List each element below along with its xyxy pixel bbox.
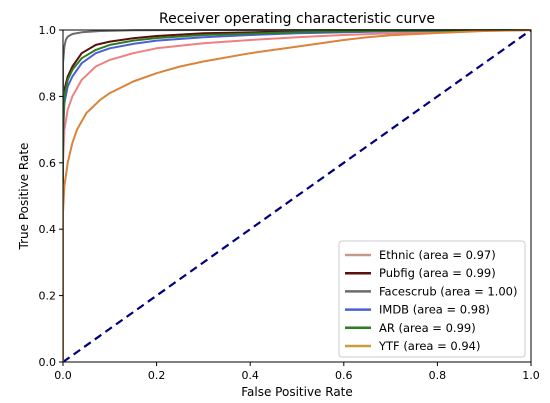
- series-line-5: [63, 29, 532, 362]
- x-tick-label: 0.2: [148, 369, 166, 382]
- x-tick-label: 1.0: [522, 369, 540, 382]
- chance-diagonal-line: [63, 29, 532, 362]
- x-tick-label: 0.0: [54, 369, 72, 382]
- chart-title: Receiver operating characteristic curve: [159, 11, 435, 27]
- y-tick-label: 0.4: [39, 223, 57, 236]
- series-line-1: [63, 29, 532, 362]
- x-tick-label: 0.4: [241, 369, 259, 382]
- axes-frame: [62, 29, 532, 363]
- x-tick-label: 0.6: [335, 369, 353, 382]
- y-tick-label: 0.8: [39, 90, 57, 103]
- y-axis-label: True Positive Rate: [17, 143, 31, 251]
- y-axis: 0.0 0.2 0.4 0.6 0.8 1.0: [39, 24, 63, 369]
- x-axis: 0.0 0.2 0.4 0.6 0.8 1.0: [54, 362, 540, 382]
- y-tick-label: 1.0: [39, 24, 57, 37]
- curves: [63, 29, 532, 362]
- y-tick-label: 0.2: [39, 290, 57, 303]
- series-line-3: [63, 29, 532, 362]
- legend-entry-label: AR (area = 0.99): [379, 321, 476, 335]
- legend-entry-label: IMDB (area = 0.98): [379, 303, 490, 317]
- legend: Ethnic (area = 0.97) Pubfig (area = 0.99)…: [338, 240, 526, 358]
- series-line-4: [63, 29, 532, 362]
- legend-box: [338, 240, 526, 358]
- y-tick-label: 0.0: [39, 356, 57, 369]
- x-tick-label: 0.8: [429, 369, 447, 382]
- plot-area: [62, 29, 532, 363]
- legend-entry-label: Pubfig (area = 0.99): [379, 266, 496, 280]
- legend-entry-label: Ethnic (area = 0.97): [379, 248, 496, 262]
- series-line-0: [63, 29, 532, 362]
- x-axis-label: False Positive Rate: [241, 385, 353, 399]
- legend-entry-label: YTF (area = 0.94): [378, 339, 481, 353]
- y-tick-label: 0.6: [39, 157, 57, 170]
- legend-entry-label: Facescrub (area = 1.00): [379, 284, 517, 298]
